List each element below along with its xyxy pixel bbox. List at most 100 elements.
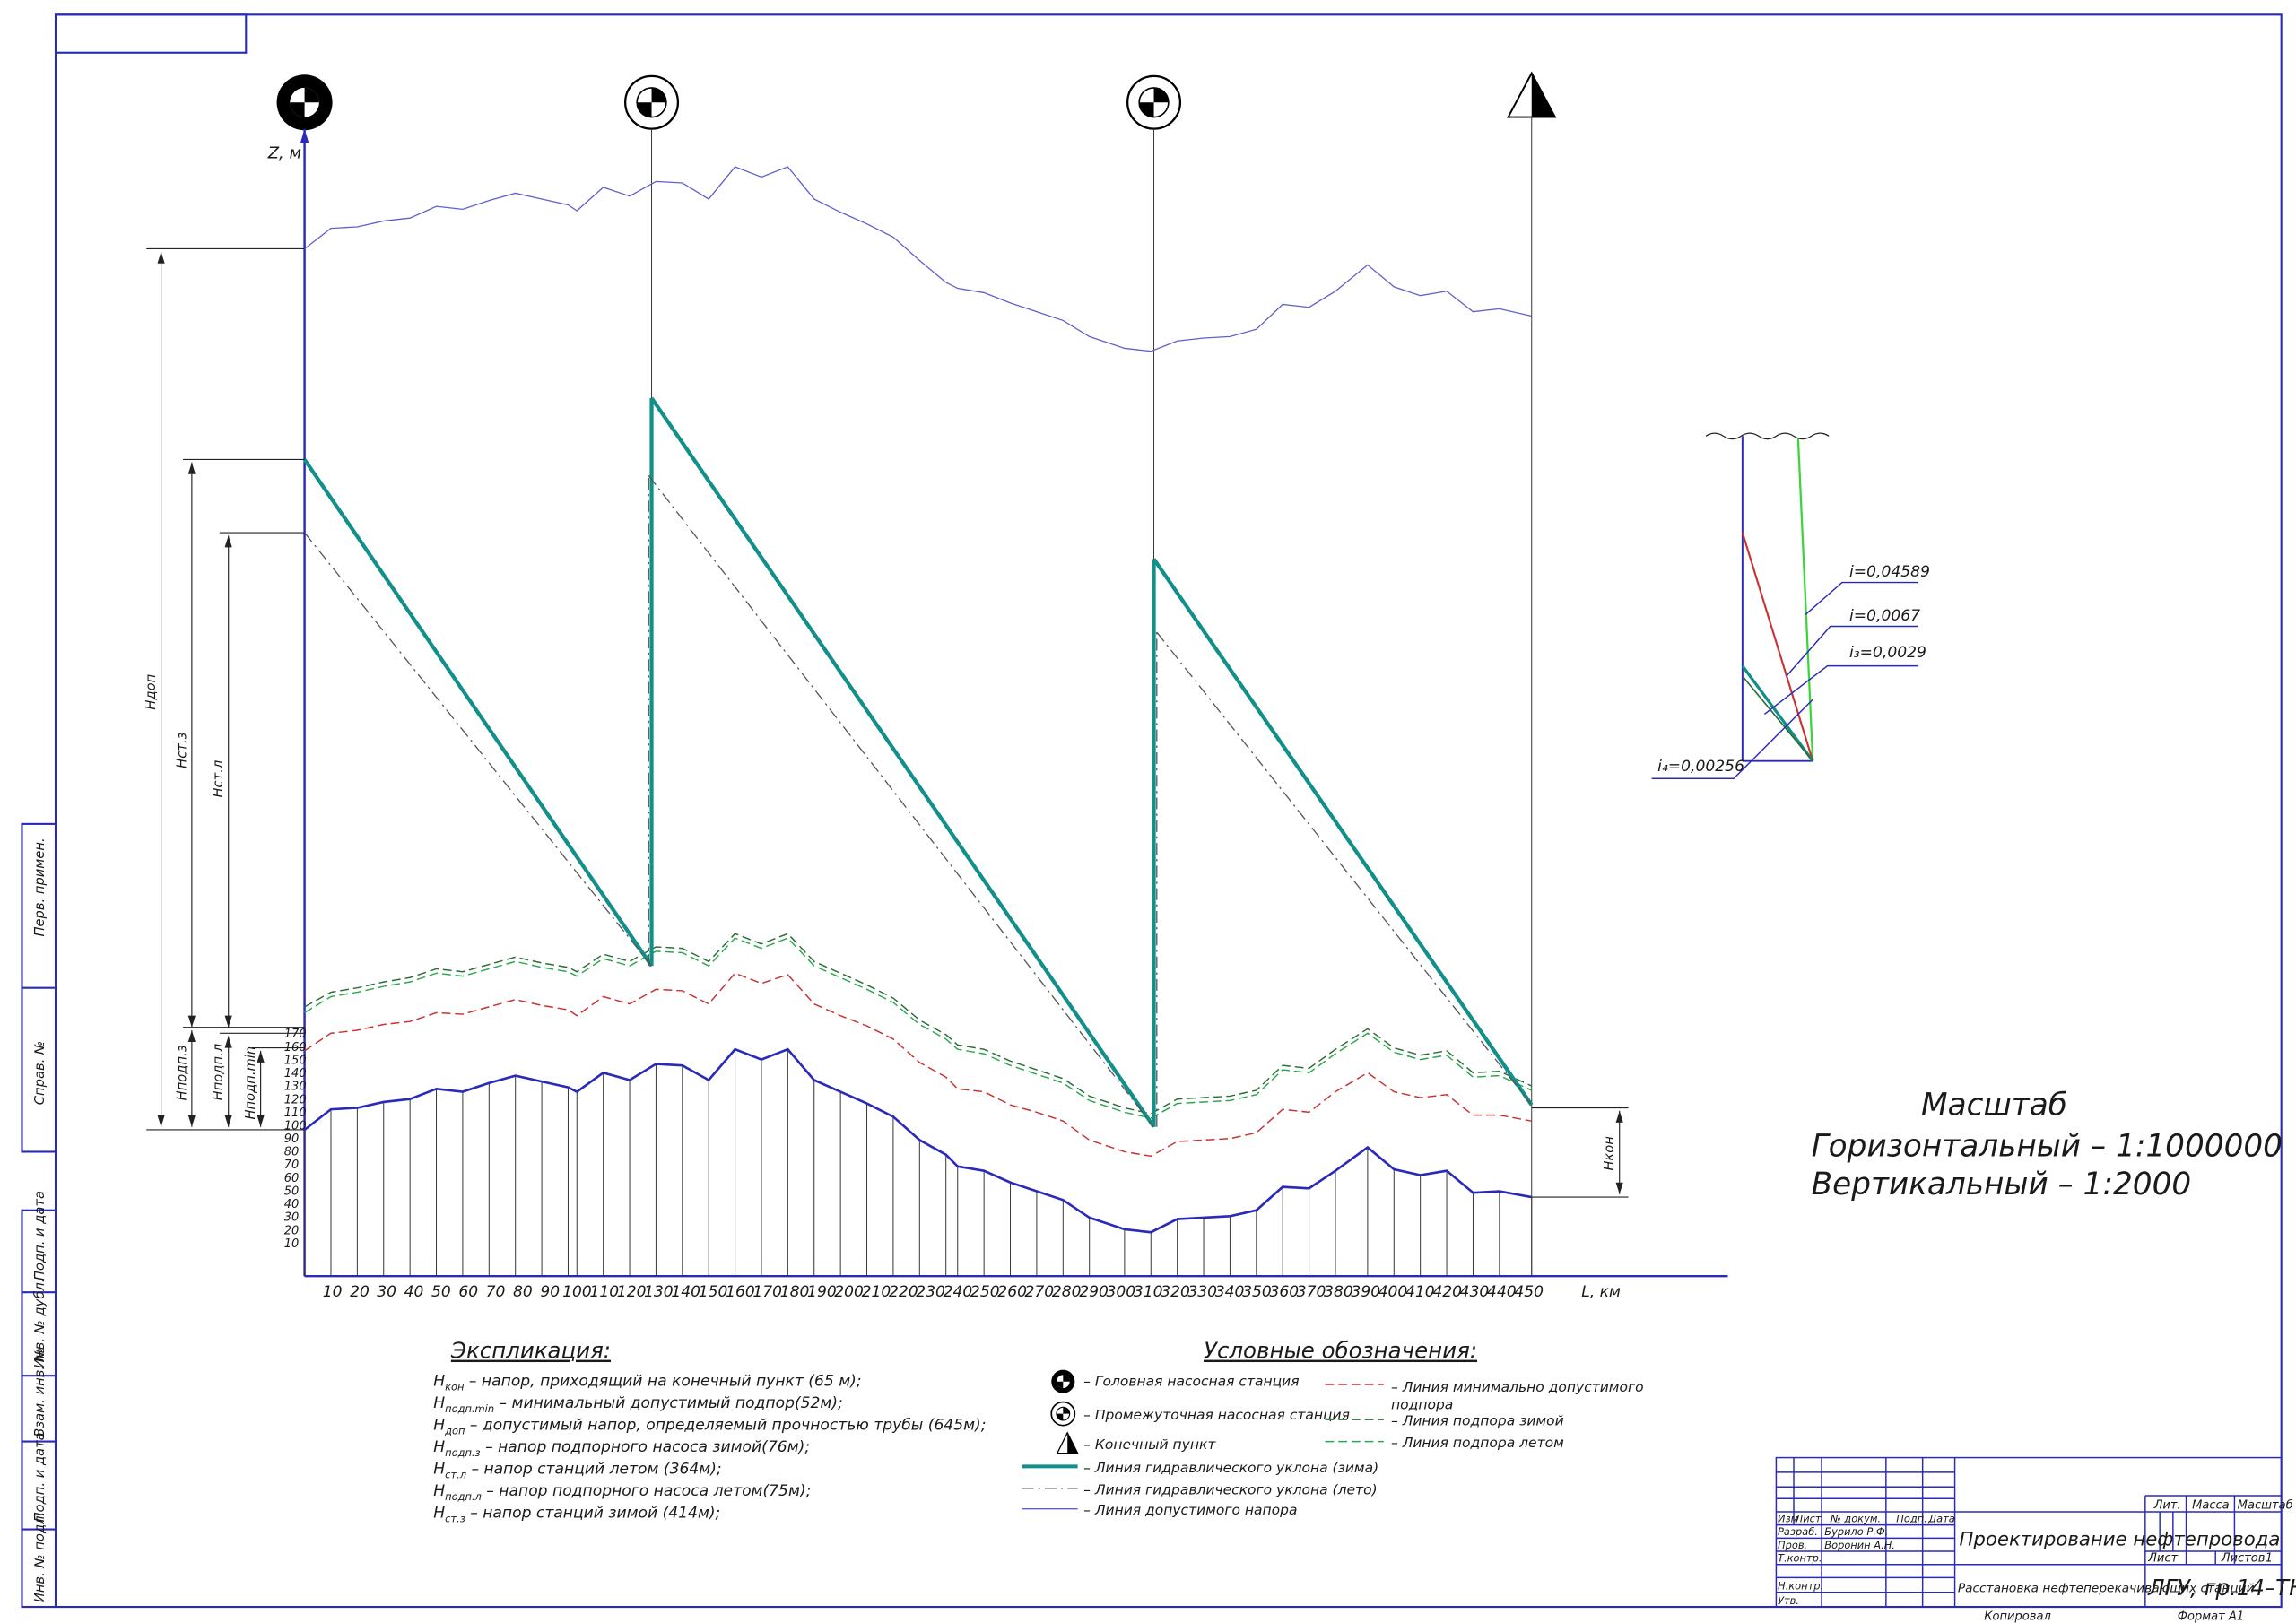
end-point-icon <box>1507 71 1557 118</box>
y-tick-label: 60 <box>284 1172 300 1185</box>
tb-sheet: Лист <box>2147 1551 2178 1565</box>
tb-format: Формат <box>2178 1610 2225 1623</box>
y-tick-label: 70 <box>284 1159 300 1172</box>
x-tick-label: 80 <box>513 1283 533 1301</box>
legend-allowable-head: – Линия допустимого напора <box>1083 1502 1297 1518</box>
explication-item: Hст.л – напор станций летом (364м); <box>433 1461 721 1481</box>
tb-name-2: Воронин А.Н. <box>1824 1539 1895 1551</box>
y-tick-labels: 1701601501401301201101009080706050403020… <box>284 1028 307 1251</box>
terrain-profile <box>303 1047 1532 1234</box>
label-h-dop: Hдоп <box>144 673 159 709</box>
x-tick-label: 130 <box>644 1283 674 1301</box>
y-tick-label: 120 <box>284 1093 307 1107</box>
y-tick-label: 10 <box>284 1237 300 1251</box>
x-tick-label: 310 <box>1134 1283 1163 1301</box>
head-station-icon <box>276 74 333 131</box>
x-tick-label: 60 <box>458 1283 478 1301</box>
legend-head-station-icon <box>1051 1369 1075 1393</box>
x-tick-label: 120 <box>617 1283 647 1301</box>
x-tick-label: 90 <box>540 1283 560 1301</box>
y-tick-label: 170 <box>284 1028 307 1041</box>
slope-line-2 <box>1741 532 1814 762</box>
slope-label-3: i₃=0,0029 <box>1849 644 1926 662</box>
tb-role-5: Утв. <box>1778 1594 1799 1607</box>
tb-role-3: Т.контр. <box>1778 1551 1822 1564</box>
summer-gradient-3 <box>1156 631 1533 1106</box>
x-tick-label: 400 <box>1378 1283 1408 1301</box>
x-tick-label: 10 <box>323 1283 343 1301</box>
x-tick-labels: 10 20 30 40 50 60 70 80 90 1001101201301401501601… <box>323 1283 1544 1301</box>
winter-gradient-3 <box>1152 558 1534 1107</box>
winter-gradient-1 <box>302 458 654 968</box>
tb-izm: Изм <box>1778 1512 1799 1524</box>
tb-copied: Копировал <box>1984 1610 2051 1623</box>
stamp-inv-podl: Инв. № подл. <box>32 1512 48 1602</box>
y-tick-label: 30 <box>284 1211 300 1225</box>
x-tick-label: 150 <box>699 1283 728 1301</box>
legend-summer-gradient: – Линия гидравлического уклона (лето) <box>1083 1481 1377 1497</box>
tb-sheets-count: 1 <box>2266 1551 2273 1565</box>
stamp-podp-data-1: Подп. и дата <box>32 1191 48 1280</box>
x-tick-label: 420 <box>1432 1283 1462 1301</box>
min-head-line <box>304 972 1532 1158</box>
label-h-podp-z: Hподп.з <box>174 1045 189 1100</box>
stamp-sprav: Справ. № <box>32 1041 48 1105</box>
tb-role-2: Пров. <box>1778 1539 1807 1551</box>
explication: Экспликация: Hкон – напор, приходящий на… <box>433 1338 986 1525</box>
legend: Условные обозначения: – Головная насосна… <box>1022 1338 1644 1518</box>
legend-end-point: – Конечный пункт <box>1083 1436 1216 1453</box>
x-tick-label: 110 <box>589 1283 619 1301</box>
tb-mass: Масса <box>2192 1499 2230 1513</box>
legend-intermediate-station-icon <box>1050 1401 1076 1427</box>
x-tick-label: 190 <box>807 1283 837 1301</box>
tb-doc: № докум. <box>1830 1512 1881 1524</box>
explication-item: Hдоп – допустимый напор, определяемый пр… <box>433 1417 986 1437</box>
explication-item: Hподп.min – минимальный допустимый подпо… <box>433 1394 843 1415</box>
tb-project: Проектирование нефтепровода <box>1959 1529 2280 1551</box>
label-h-st-z: Hст.з <box>174 733 189 768</box>
y-tick-label: 50 <box>284 1185 300 1198</box>
tb-lit: Лит. <box>2153 1499 2181 1513</box>
tb-list: Лист <box>1795 1512 1822 1524</box>
x-tick-label: 50 <box>431 1283 451 1301</box>
x-axis: 10 20 30 40 50 60 70 80 90 1001101201301401501601… <box>304 1275 1728 1301</box>
profile-hatch <box>304 1049 1533 1277</box>
x-tick-label: 210 <box>862 1283 891 1301</box>
stamp-vzam-inv: Взам. инв. № <box>32 1348 48 1437</box>
legend-title: Условные обозначения: <box>1204 1338 1477 1364</box>
x-tick-label: 340 <box>1215 1283 1245 1301</box>
x-tick-label: 280 <box>1052 1283 1082 1301</box>
y-tick-label: 150 <box>284 1054 307 1067</box>
legend-winter-head: – Линия подпора зимой <box>1391 1413 1564 1429</box>
slope-label-1: i=0,04589 <box>1849 563 1930 581</box>
legend-head-station: – Головная насосная станция <box>1083 1374 1299 1390</box>
y-tick-label: 100 <box>284 1119 307 1133</box>
x-axis-label: L, км <box>1581 1283 1621 1301</box>
y-tick-label: 130 <box>284 1081 307 1094</box>
tb-sheet-title: Расстановка нефтеперекачивающих станций <box>1958 1582 2255 1596</box>
x-tick-label: 390 <box>1351 1283 1380 1301</box>
summer-gradient-1 <box>304 532 653 967</box>
x-tick-label: 140 <box>671 1283 700 1301</box>
winter-head-line <box>304 933 1533 1115</box>
tb-name-1: Бурило Р.Ф. <box>1824 1525 1888 1538</box>
x-tick-label: 270 <box>1025 1283 1055 1301</box>
slope-line-1 <box>1796 438 1814 761</box>
x-tick-label: 70 <box>486 1283 506 1301</box>
label-h-st-l: Hст.л <box>211 760 226 798</box>
title-block <box>1775 1456 2283 1608</box>
tb-scale: Масштаб <box>2238 1499 2293 1513</box>
label-h-podp-min: Hподп.min <box>243 1046 258 1120</box>
summer-head-line <box>304 937 1533 1119</box>
explication-item: Hст.з – напор станций зимой (414м); <box>433 1504 720 1524</box>
x-tick-label: 30 <box>377 1283 396 1301</box>
slope-label-4: i₄=0,00256 <box>1657 758 1744 776</box>
scale-note: Масштаб Горизонтальный – 1:1000000 Верти… <box>1812 1088 2283 1202</box>
x-tick-label: 160 <box>726 1283 755 1301</box>
x-tick-label: 40 <box>404 1283 424 1301</box>
winter-gradient-2 <box>649 396 1156 1128</box>
x-tick-label: 300 <box>1106 1283 1135 1301</box>
tb-org: ЛГУ, гр.14–ТНГз <box>2147 1575 2296 1601</box>
x-tick-label: 220 <box>889 1283 918 1301</box>
